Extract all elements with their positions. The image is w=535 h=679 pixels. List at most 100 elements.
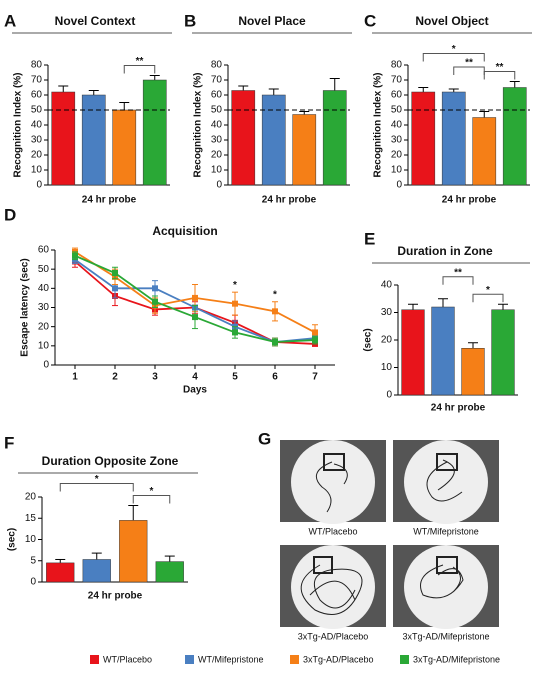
point: [112, 270, 118, 276]
y-tick-label: 30: [211, 135, 223, 146]
bar: [472, 117, 497, 186]
x-tick-label: 5: [232, 372, 238, 383]
y-axis-label: Recognition Index (%): [193, 73, 204, 178]
y-tick-label: 10: [211, 165, 223, 176]
x-tick-label: 4: [192, 372, 198, 383]
panel-letter: F: [4, 433, 14, 452]
y-tick-label: 30: [38, 302, 50, 313]
panel-letter: D: [4, 205, 16, 224]
trial-image: [280, 440, 386, 524]
y-tick-label: 15: [25, 513, 37, 524]
x-tick-label: 3: [152, 372, 158, 383]
significance-bracket: [442, 276, 474, 285]
significance-bracket: [123, 65, 156, 74]
y-tick-label: 0: [396, 180, 402, 191]
significance-label: *: [486, 285, 490, 296]
y-axis-label: Recognition Index (%): [373, 73, 384, 178]
legend-label: 3xTg-AD/Mifepristone: [413, 654, 500, 664]
significance-bracket: [453, 66, 485, 75]
point: [312, 337, 318, 344]
significance-label: **: [454, 267, 462, 278]
y-tick-label: 10: [38, 340, 50, 351]
y-axis-label: (sec): [363, 328, 374, 351]
y-tick-label: 50: [391, 105, 403, 116]
point: [152, 285, 158, 292]
y-tick-label: 30: [31, 135, 43, 146]
bar: [491, 309, 515, 396]
significance-label: **: [465, 58, 473, 69]
significance-label: **: [496, 62, 504, 73]
significance-label: *: [95, 474, 99, 485]
chart-title: Acquisition: [152, 224, 217, 238]
legend-label: WT/Mifepristone: [198, 654, 264, 664]
y-tick-label: 70: [211, 75, 223, 86]
y-tick-label: 60: [38, 245, 50, 256]
significance-bracket: [472, 293, 504, 303]
legend-swatch: [185, 655, 194, 664]
bar: [411, 91, 436, 186]
legend-swatch: [90, 655, 99, 664]
panel-letter: C: [364, 11, 376, 30]
bar: [441, 91, 466, 186]
image-caption: WT/Placebo: [308, 526, 357, 536]
y-tick-label: 70: [31, 75, 43, 86]
bar: [431, 306, 455, 396]
y-tick-label: 20: [31, 150, 43, 161]
bar: [81, 94, 106, 186]
bar: [112, 109, 137, 186]
point: [152, 298, 158, 305]
panel-letter: B: [184, 11, 196, 30]
legend-swatch: [400, 655, 409, 664]
bar: [401, 309, 425, 396]
chart-title: Duration Opposite Zone: [42, 454, 179, 468]
significance-bracket: [132, 495, 171, 504]
y-tick-label: 30: [391, 135, 403, 146]
x-axis-label: 24 hr probe: [431, 403, 486, 414]
point: [192, 314, 198, 321]
x-axis-label: 24 hr probe: [88, 591, 143, 602]
y-tick-label: 10: [31, 165, 43, 176]
x-axis-label: 24 hr probe: [262, 195, 317, 206]
y-tick-label: 20: [381, 335, 393, 346]
bar: [82, 559, 111, 583]
significance-label: *: [273, 289, 277, 300]
point: [232, 329, 238, 336]
significance-bracket: [483, 71, 516, 80]
significance-label: **: [136, 56, 144, 67]
y-tick-label: 5: [30, 555, 36, 566]
y-tick-label: 20: [25, 492, 37, 503]
y-tick-label: 70: [391, 75, 403, 86]
y-tick-label: 30: [381, 307, 393, 318]
bar: [261, 94, 286, 186]
significance-label: *: [452, 44, 456, 55]
y-tick-label: 40: [391, 120, 403, 131]
x-tick-label: 1: [72, 372, 78, 383]
y-tick-label: 0: [30, 577, 36, 588]
chart-title: Novel Object: [415, 14, 488, 28]
y-tick-label: 10: [391, 165, 403, 176]
y-tick-label: 40: [211, 120, 223, 131]
legend-label: WT/Placebo: [103, 654, 152, 664]
point: [272, 339, 278, 345]
y-tick-label: 80: [31, 60, 43, 71]
point: [312, 329, 318, 336]
point: [192, 294, 198, 301]
x-axis-label: Days: [183, 385, 207, 396]
bar: [119, 520, 148, 583]
legend-swatch: [290, 655, 299, 664]
y-tick-label: 0: [36, 180, 42, 191]
panel-letter: A: [4, 11, 16, 30]
bar: [502, 87, 527, 186]
image-caption: 3xTg-AD/Mifepristone: [402, 631, 489, 641]
y-tick-label: 20: [391, 150, 403, 161]
y-tick-label: 40: [38, 283, 50, 294]
bar: [461, 348, 485, 396]
y-tick-label: 0: [386, 390, 392, 401]
point: [232, 300, 238, 307]
point: [72, 252, 78, 259]
y-tick-label: 10: [381, 362, 393, 373]
point: [272, 308, 278, 315]
trial-image: [393, 545, 499, 629]
